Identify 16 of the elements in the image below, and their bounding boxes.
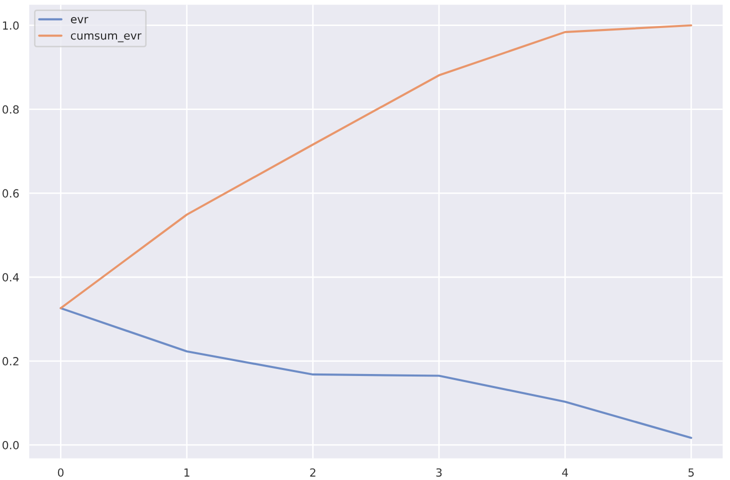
y-tick-label: 1.0 — [3, 21, 19, 30]
y-tick-label: 0.0 — [2, 440, 19, 450]
x-tick-label: 3 — [436, 468, 442, 477]
line-series — [60, 24, 692, 310]
legend-label: cumsum_evr — [70, 33, 142, 42]
x-tick-label: 0 — [58, 468, 64, 477]
x-tick-label: 5 — [688, 468, 694, 477]
x-tick-label: 1 — [184, 468, 190, 477]
x-tick-label: 4 — [562, 468, 568, 477]
y-tick-label: 0.2 — [2, 357, 18, 366]
x-tick-label: 2 — [310, 468, 316, 477]
line-series — [60, 307, 692, 439]
y-tick-label: 0.4 — [2, 273, 19, 282]
legend-label: evr — [70, 17, 88, 24]
y-tick-label: 0.6 — [2, 189, 19, 198]
y-tick-label: 0.8 — [2, 105, 19, 114]
